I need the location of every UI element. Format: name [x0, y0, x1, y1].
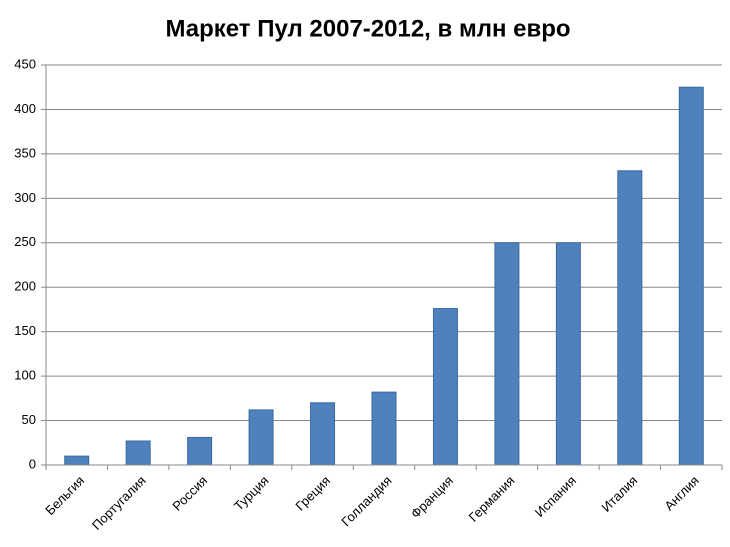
bar	[310, 402, 336, 466]
bar	[617, 170, 643, 466]
chart-title: Маркет Пул 2007-2012, в млн евро	[165, 15, 570, 42]
y-tick-label: 200	[14, 279, 36, 294]
y-tick-label: 450	[14, 56, 36, 71]
x-tick-label: Россия	[169, 473, 210, 514]
x-tick-label: Португалия	[89, 473, 149, 533]
bar	[125, 440, 151, 466]
y-tick-label: 250	[14, 234, 36, 249]
y-tick-label: 0	[29, 456, 36, 471]
bar	[371, 391, 397, 466]
bar	[64, 455, 90, 466]
x-tick-label: Германия	[466, 473, 518, 525]
x-tick-label: Бельгия	[42, 473, 87, 518]
x-tick-label: Греция	[292, 473, 333, 514]
bar	[248, 409, 274, 466]
x-tick-label: Франция	[408, 473, 456, 521]
x-tick-label: Англия	[661, 473, 701, 513]
bar	[432, 308, 458, 466]
x-tick-label: Италия	[598, 473, 640, 515]
x-tick-label: Испания	[532, 473, 579, 520]
y-tick-label: 50	[22, 412, 36, 427]
y-tick-label: 150	[14, 323, 36, 338]
y-tick-label: 100	[14, 368, 36, 383]
x-tick-label: Голландия	[338, 473, 394, 529]
bar	[555, 242, 581, 466]
bar	[678, 86, 704, 466]
y-tick-label: 300	[14, 190, 36, 205]
bar	[187, 436, 213, 466]
x-tick-label: Турция	[231, 473, 272, 514]
y-tick-label: 400	[14, 101, 36, 116]
y-tick-label: 350	[14, 145, 36, 160]
bar	[494, 242, 520, 466]
